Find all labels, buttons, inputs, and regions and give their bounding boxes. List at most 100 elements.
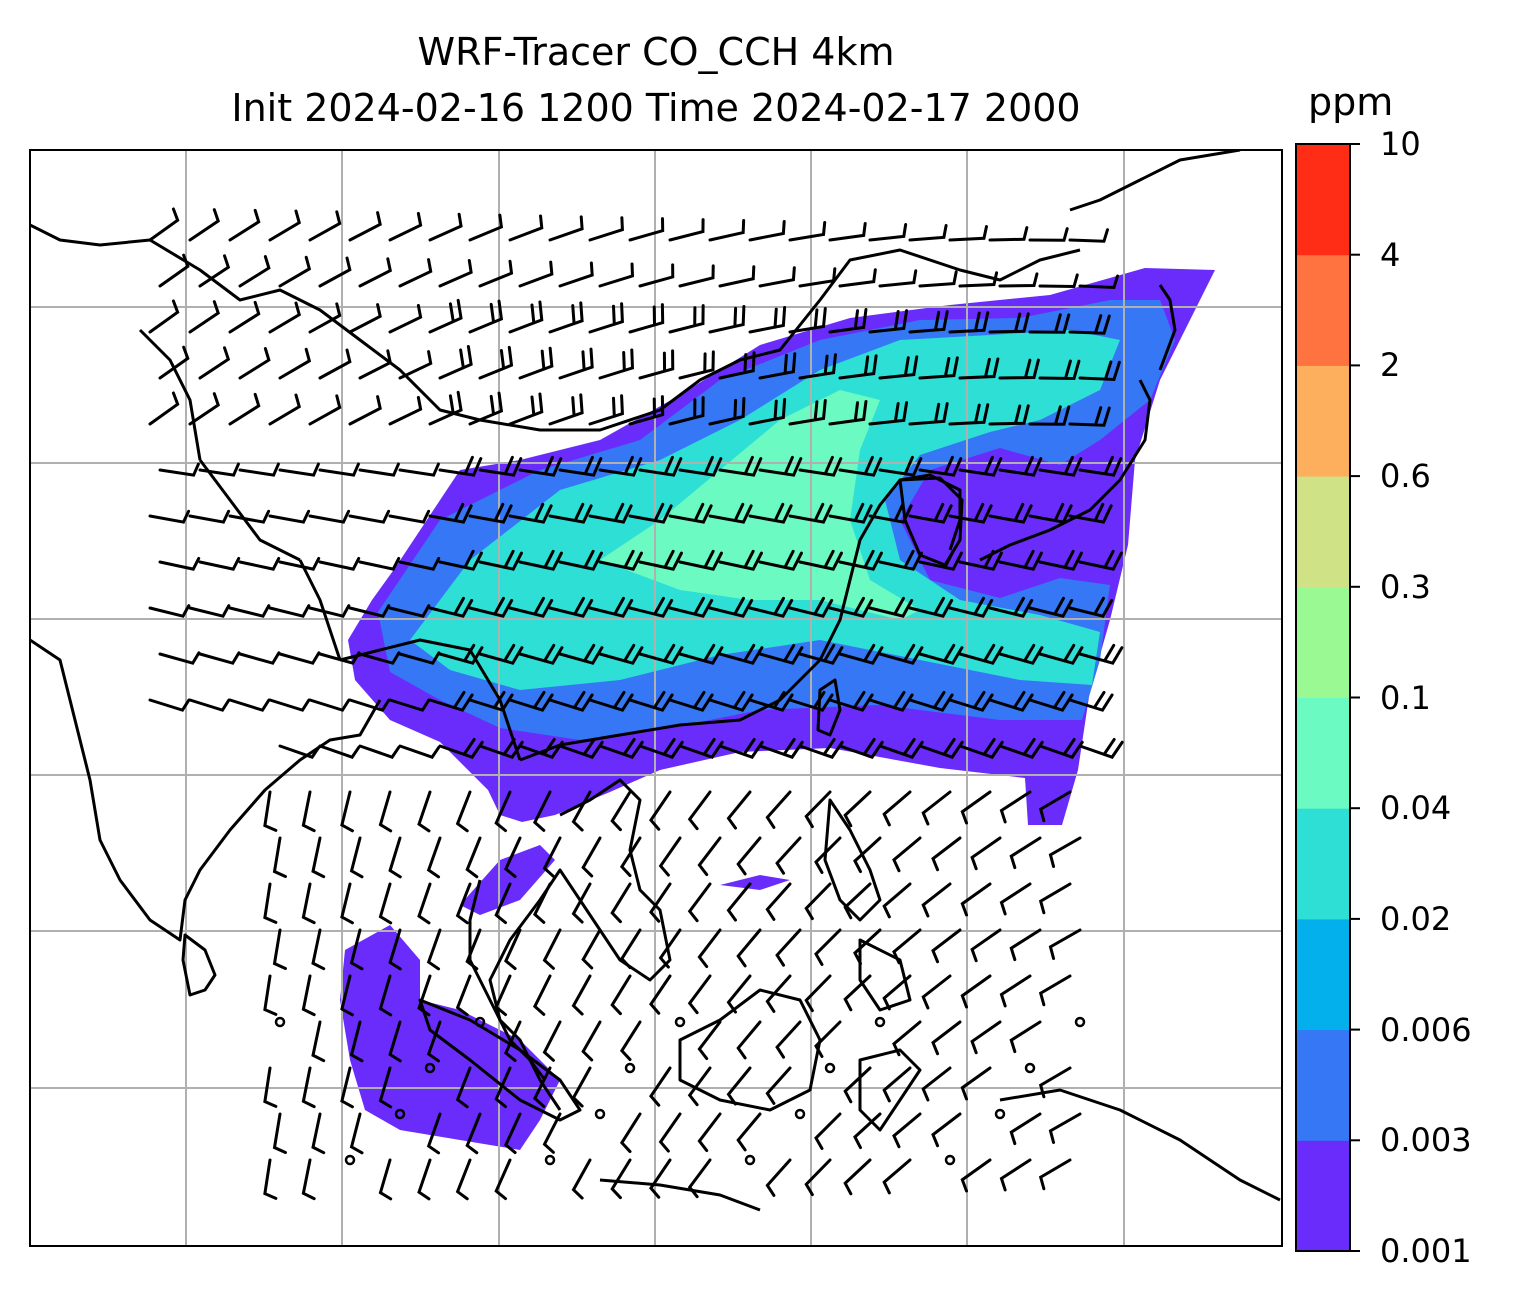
wind-barb <box>417 882 432 925</box>
wind-barb <box>508 392 544 426</box>
wind-barb <box>843 1158 872 1196</box>
northern-borders <box>30 150 1241 432</box>
wind-barb <box>426 836 442 879</box>
wind-barb <box>455 1066 472 1109</box>
wind-barb <box>697 1112 722 1153</box>
wind-barb <box>468 502 513 524</box>
wind-barb <box>198 651 241 665</box>
wind-barb <box>417 790 432 833</box>
colorbar-tick-label: 0.001 <box>1380 1232 1472 1270</box>
wind-barb <box>610 974 632 1016</box>
wind-barb <box>508 502 553 524</box>
wind-barb <box>417 1158 432 1201</box>
wind-barb <box>311 1020 326 1063</box>
wind-barb <box>1078 274 1120 290</box>
wind-barb <box>958 271 999 288</box>
wind-barb <box>348 604 391 618</box>
wind-barb <box>958 357 1000 380</box>
wind-barb <box>1038 1158 1072 1191</box>
colorbar-tick-label: 0.3 <box>1380 567 1431 606</box>
calm-wind-marker <box>1024 1062 1036 1074</box>
wind-barb <box>571 974 592 1016</box>
wind-barb <box>494 1158 512 1201</box>
wind-barb <box>1038 882 1072 915</box>
wind-barb <box>358 556 401 571</box>
wind-barb <box>999 974 1032 1008</box>
wind-barb <box>788 220 827 242</box>
wind-barb <box>198 556 241 571</box>
wind-barb <box>838 455 883 477</box>
wind-barb <box>1028 596 1074 618</box>
wind-barb <box>1068 596 1114 618</box>
wind-barb <box>542 1112 562 1154</box>
wind-barb <box>358 651 401 665</box>
wind-barb <box>478 549 523 571</box>
wind-barb <box>318 256 352 288</box>
wind-barb <box>882 1066 912 1103</box>
wind-barb <box>708 596 754 618</box>
wind-barb <box>272 928 287 970</box>
wind-barb <box>518 346 554 380</box>
wind-barb <box>494 1066 512 1109</box>
wind-barb <box>775 928 802 967</box>
wind-barb <box>610 882 632 924</box>
wind-barb <box>758 643 804 665</box>
wind-barb <box>878 737 924 759</box>
wind-barb <box>438 643 484 665</box>
wind-barb <box>468 299 504 334</box>
wind-barb <box>788 307 827 334</box>
wind-barb <box>238 651 281 665</box>
tracer-plume-patch <box>720 875 790 890</box>
wind-barb <box>263 790 278 832</box>
wind-barb <box>518 455 563 477</box>
wind-barb <box>868 223 908 242</box>
wind-barb <box>358 257 392 288</box>
sumatra-coastline <box>418 998 582 1122</box>
calm-wind-marker <box>474 1016 486 1028</box>
wind-barb <box>558 643 604 665</box>
wind-barb <box>853 836 882 874</box>
colorbar-segment <box>1296 365 1350 477</box>
wind-barb <box>908 502 953 524</box>
wind-barb <box>388 836 402 879</box>
wind-barb <box>708 397 746 426</box>
wind-barb <box>478 259 514 288</box>
wind-barb <box>228 208 261 242</box>
philippines-coastline <box>823 798 912 1012</box>
calm-wind-marker <box>994 1108 1006 1120</box>
wind-barb <box>494 882 512 925</box>
wind-barb <box>308 302 342 334</box>
wind-barb <box>340 882 354 925</box>
wind-barb <box>958 643 1004 665</box>
wind-barb <box>931 928 962 964</box>
wind-barb <box>1048 1112 1082 1144</box>
wind-barb <box>828 308 868 334</box>
wind-barb <box>398 744 441 759</box>
wind-barb <box>775 1020 802 1059</box>
wind-barb <box>1078 549 1123 571</box>
wind-barb <box>853 1112 882 1150</box>
wind-barb <box>542 836 562 878</box>
wind-barb <box>588 216 624 242</box>
wind-barb <box>988 312 1030 334</box>
wind-barb <box>628 217 665 242</box>
wind-barb <box>708 219 746 242</box>
wind-barb <box>598 348 635 380</box>
wind-barb <box>918 643 964 665</box>
wind-barb <box>843 882 872 920</box>
wind-barb <box>918 356 959 380</box>
wind-barb <box>308 394 342 426</box>
wind-barb <box>758 549 803 571</box>
wind-barb <box>428 390 463 426</box>
wind-barb <box>308 698 351 712</box>
wind-barb <box>378 974 393 1017</box>
colorbar-tick-label: 0.003 <box>1380 1121 1472 1160</box>
wind-barb <box>598 643 644 665</box>
wind-barb <box>148 509 191 524</box>
wind-barb <box>958 455 1003 477</box>
wind-barb <box>238 462 280 477</box>
wind-barb <box>478 455 523 477</box>
wind-barb <box>438 549 483 571</box>
wind-barb <box>311 1112 326 1155</box>
wind-barb <box>417 974 432 1017</box>
